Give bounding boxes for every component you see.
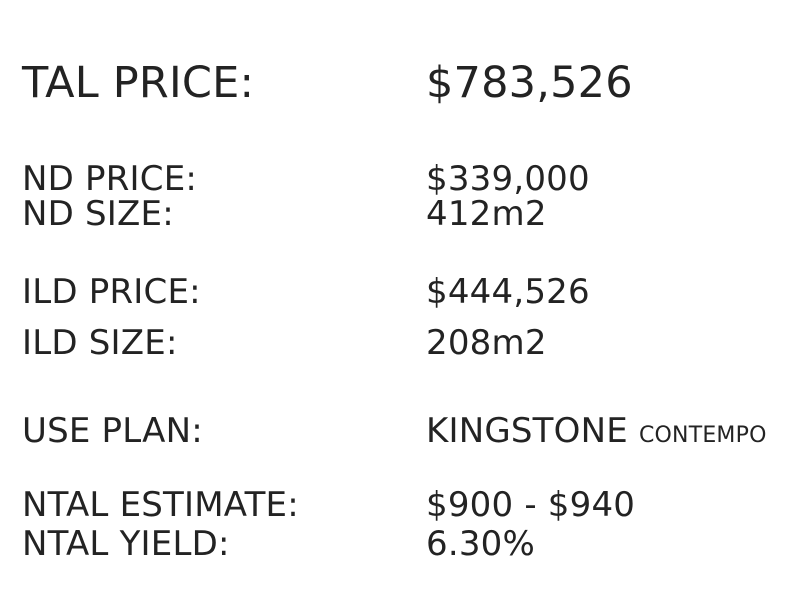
land-size-value: 412m2	[426, 194, 547, 234]
rental-estimate-value: $900 - $940	[426, 485, 636, 525]
build-price-value: $444,526	[426, 272, 590, 312]
build-size-value: 208m2	[426, 323, 547, 363]
land-price-value: $339,000	[426, 159, 590, 199]
land-price-label: ND PRICE:	[22, 159, 198, 199]
rental-yield-value: 6.30%	[426, 524, 536, 564]
house-plan-name: KINGSTONE	[426, 411, 628, 451]
total-price-label: TAL PRICE:	[22, 58, 255, 108]
build-price-label: ILD PRICE:	[22, 272, 201, 312]
house-plan-label: USE PLAN:	[22, 411, 203, 451]
land-size-label: ND SIZE:	[22, 194, 174, 234]
house-plan-style: CONTEMPO	[638, 423, 767, 448]
build-size-label: ILD SIZE:	[22, 323, 178, 363]
page-right-margin	[774, 0, 800, 600]
rental-estimate-label: NTAL ESTIMATE:	[22, 485, 299, 525]
total-price-value: $783,526	[426, 58, 633, 108]
house-plan-value: KINGSTONE CONTEMPO	[426, 414, 767, 448]
rental-yield-label: NTAL YIELD:	[22, 524, 230, 564]
